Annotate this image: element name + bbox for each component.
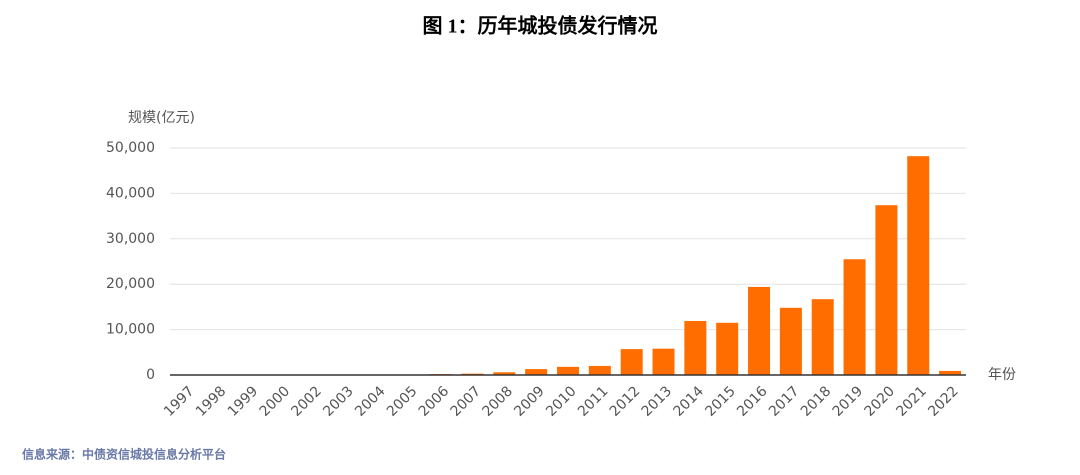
y-tick-label: 10,000 — [106, 322, 155, 338]
x-axis-label: 年份 — [988, 367, 1016, 383]
y-axis-label: 规模(亿元) — [128, 110, 195, 126]
x-tick-label: 2014 — [671, 383, 708, 420]
x-tick-label: 2022 — [925, 383, 962, 420]
x-tick-label: 2018 — [798, 383, 835, 420]
x-tick-label: 2008 — [479, 383, 516, 420]
x-tick-label: 1997 — [161, 383, 198, 420]
bar — [684, 320, 707, 375]
bar — [748, 286, 771, 375]
chart-title: 图 1：历年城投债发行情况 — [423, 14, 658, 38]
x-tick-label: 2021 — [893, 383, 930, 420]
y-tick-label: 0 — [146, 367, 155, 383]
x-tick-label: 2015 — [702, 383, 739, 420]
bar — [811, 299, 834, 375]
x-tick-label: 1999 — [225, 383, 262, 420]
x-tick-label: 2002 — [288, 383, 325, 420]
y-tick-label: 50,000 — [106, 140, 155, 156]
y-tick-label: 40,000 — [106, 185, 155, 201]
y-tick-label: 30,000 — [106, 231, 155, 247]
x-tick-label: 2013 — [639, 383, 676, 420]
bar — [620, 349, 643, 375]
bar — [875, 205, 898, 375]
x-tick-label: 2016 — [734, 383, 771, 420]
source-note: 信息来源：中债资信城投信息分析平台 — [22, 447, 226, 462]
x-tick-label: 1998 — [193, 383, 230, 420]
bar — [525, 369, 548, 375]
bar — [843, 259, 866, 375]
x-tick-label: 2003 — [320, 383, 357, 420]
bar — [652, 348, 675, 375]
bar — [907, 156, 930, 375]
bar — [588, 365, 611, 375]
x-tick-label: 2000 — [257, 383, 294, 420]
x-tick-label: 2019 — [830, 383, 867, 420]
x-tick-label: 2020 — [862, 383, 899, 420]
x-tick-label: 2005 — [384, 383, 421, 420]
x-tick-label: 2006 — [416, 383, 453, 420]
x-tick-label: 2017 — [766, 383, 803, 420]
x-tick-label: 2010 — [543, 383, 580, 420]
x-tick-label: 2007 — [448, 383, 485, 420]
x-tick-label: 2004 — [352, 383, 389, 420]
bar — [716, 322, 739, 375]
bar — [939, 370, 962, 375]
x-tick-label: 2009 — [511, 383, 548, 420]
bar — [493, 372, 516, 375]
x-tick-label: 2012 — [607, 383, 644, 420]
y-tick-label: 20,000 — [106, 276, 155, 292]
bar — [779, 307, 802, 375]
bar — [557, 366, 579, 375]
x-tick-label: 2011 — [575, 383, 612, 420]
